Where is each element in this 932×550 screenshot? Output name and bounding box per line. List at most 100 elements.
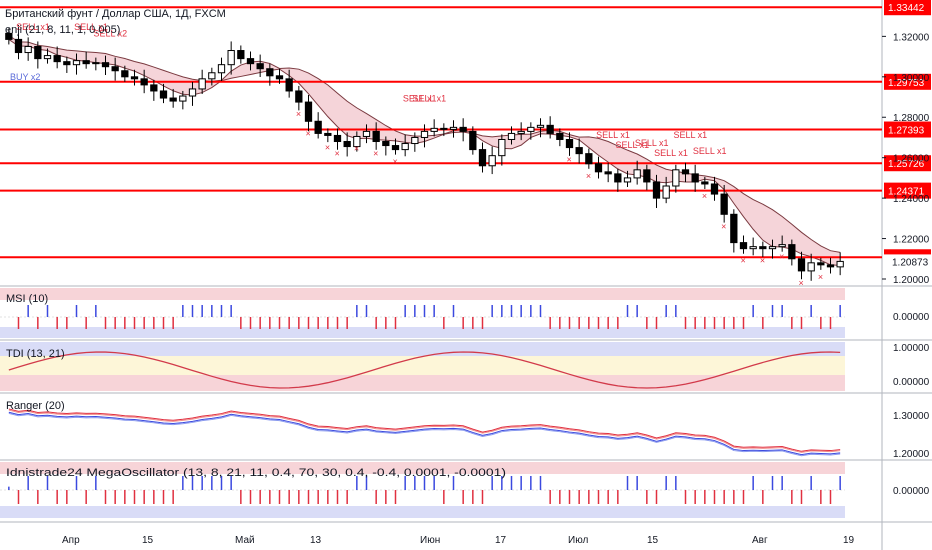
level-label: 1.29753 — [888, 78, 925, 89]
ranger-tick-130: 1.30000 — [893, 411, 930, 422]
candle-body — [594, 163, 603, 173]
candle-body — [440, 127, 448, 130]
level-label-bg — [884, 73, 931, 90]
ranger-band-line — [8, 412, 841, 457]
candle-body — [623, 177, 632, 183]
tdi-panel: TDI (13, 21) 1.00000 0.00000 — [0, 342, 930, 391]
candle-body — [478, 149, 487, 167]
level-label: 1.25726 — [888, 159, 925, 170]
candle-body — [701, 181, 709, 185]
candle-body — [469, 130, 477, 151]
candle-body — [159, 90, 168, 99]
candle-body — [362, 130, 371, 137]
sell-x-marker: × — [335, 149, 340, 159]
msi-tick: 0.00000 — [893, 312, 930, 323]
main-indicator-label: enji (21, 8, 11, 1, 0.005) — [5, 24, 120, 36]
candle-body — [179, 95, 187, 102]
candle-body — [662, 185, 670, 199]
sell-x-marker: × — [586, 171, 591, 181]
level-label-bg — [884, 155, 931, 172]
sell-x-marker: × — [296, 109, 301, 119]
ranger-tick-120: 1.20000 — [893, 449, 930, 460]
buy-signal-label: BUY x2 — [10, 72, 40, 82]
candle-body — [237, 50, 245, 60]
cloud-band — [8, 35, 841, 266]
candle-body — [130, 76, 139, 80]
time-axis: Апр 15 Май 13 Июн 17 Июл 15 Авг 19 — [62, 535, 855, 546]
ranger-band-line — [8, 411, 841, 456]
candle-body — [536, 124, 545, 128]
candle-body — [227, 50, 235, 66]
candle-body — [691, 173, 699, 183]
time-tick-label: Май — [235, 535, 255, 546]
mega-tick: 0.00000 — [893, 486, 930, 497]
candle-body — [633, 169, 641, 179]
candle-body — [382, 141, 390, 147]
candle-body — [140, 78, 148, 86]
candle-body — [285, 78, 293, 92]
candle-body — [807, 262, 815, 272]
candle-body — [449, 126, 458, 130]
candle-body — [295, 90, 303, 103]
candle-body — [314, 120, 322, 134]
candle-body — [788, 244, 796, 260]
candle-body — [63, 61, 71, 66]
candle-body — [275, 75, 284, 80]
sell-signal-label: SELL x1 — [674, 130, 708, 140]
sell-signal-label: SELL x2 — [94, 29, 128, 39]
price-tick-label: 1.32000 — [893, 32, 930, 43]
sell-x-marker: × — [354, 143, 359, 153]
candle-body — [266, 68, 274, 77]
candle-body — [304, 101, 313, 122]
ranger-band-line — [8, 409, 841, 453]
sell-x-marker: × — [760, 256, 765, 266]
level-label-bg — [884, 121, 931, 138]
sell-x-marker: × — [702, 191, 707, 201]
sell-signal-label: SELL x1 — [74, 22, 108, 32]
ranger-band-line — [8, 408, 841, 452]
time-tick-label: Авг — [752, 535, 768, 546]
sell-x-marker: × — [818, 272, 823, 282]
candle-body — [391, 145, 400, 151]
candle-body — [150, 84, 158, 92]
sell-x-marker: × — [779, 252, 784, 262]
msi-label: MSI (10) — [6, 293, 48, 305]
candle-body — [333, 134, 342, 143]
msi-panel: MSI (10) 0.00000 — [0, 288, 930, 338]
price-axis: 1.20873 1.32000 1.30000 1.28000 1.26000 1.240… — [882, 32, 931, 286]
candle-body — [527, 126, 535, 132]
candle-body — [681, 169, 690, 175]
price-tick-label: 1.24000 — [893, 194, 930, 205]
time-tick-label: 13 — [310, 535, 322, 546]
candle-body — [817, 262, 825, 266]
time-tick-label: 15 — [142, 535, 154, 546]
time-tick-label: 19 — [843, 535, 855, 546]
mega-histogram — [8, 476, 841, 504]
candle-body — [188, 88, 197, 97]
candle-body — [343, 141, 351, 148]
last-price-bg — [884, 254, 931, 269]
chart-title: Британский фунт / Доллар США, 1Д, FXCM — [5, 8, 226, 20]
sell-signal-label: SELL x1 — [635, 138, 669, 148]
candle-body — [836, 260, 844, 268]
candle-body — [43, 55, 52, 60]
tdi-tick-0: 0.00000 — [893, 377, 930, 388]
candle-body — [411, 136, 419, 145]
price-tick-label: 1.28000 — [893, 113, 930, 124]
candle-body — [459, 126, 467, 132]
ranger-panel: Ranger (20) 1.30000 1.20000 — [6, 400, 930, 460]
sell-x-marker: × — [741, 256, 746, 266]
candle-body — [111, 66, 119, 72]
candle-body — [256, 63, 264, 70]
time-tick-label: Июн — [420, 535, 440, 546]
sell-x-marker: × — [721, 221, 726, 231]
candle-body — [430, 127, 438, 132]
candle-body — [730, 213, 738, 244]
price-tick-label: 1.20000 — [893, 275, 930, 286]
candle-body — [420, 130, 429, 138]
candle-body — [34, 45, 42, 60]
time-tick-label: Июл — [568, 535, 588, 546]
candle-body — [759, 246, 767, 250]
mega-panel: Idnistrade24 MegaOscillator (13, 8, 21, … — [0, 462, 930, 518]
